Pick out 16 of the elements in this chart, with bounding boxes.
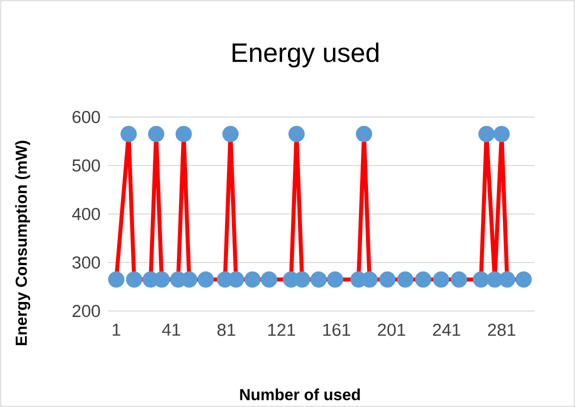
x-tick-label: 161 — [323, 324, 350, 336]
x-axis-title: Number of used — [240, 388, 360, 400]
x-tick-label: 1 — [112, 324, 120, 336]
x-tick-label: 41 — [162, 324, 180, 336]
x-tick-label: 281 — [488, 324, 516, 336]
x-tick-label: 241 — [432, 324, 460, 336]
y-tick-label: 200 — [72, 304, 100, 318]
x-tick-label: 201 — [378, 324, 406, 336]
y-tick-label: 600 — [72, 110, 100, 124]
x-tick-label: 121 — [268, 324, 296, 336]
chart-title: Energy used — [232, 42, 378, 68]
x-tick-label: 81 — [217, 324, 236, 336]
y-tick-label: 300 — [72, 256, 100, 269]
y-tick-label: 500 — [72, 159, 100, 172]
y-axis-title: Energy Consumption (mW) — [15, 140, 30, 346]
y-tick-label: 400 — [72, 208, 100, 220]
